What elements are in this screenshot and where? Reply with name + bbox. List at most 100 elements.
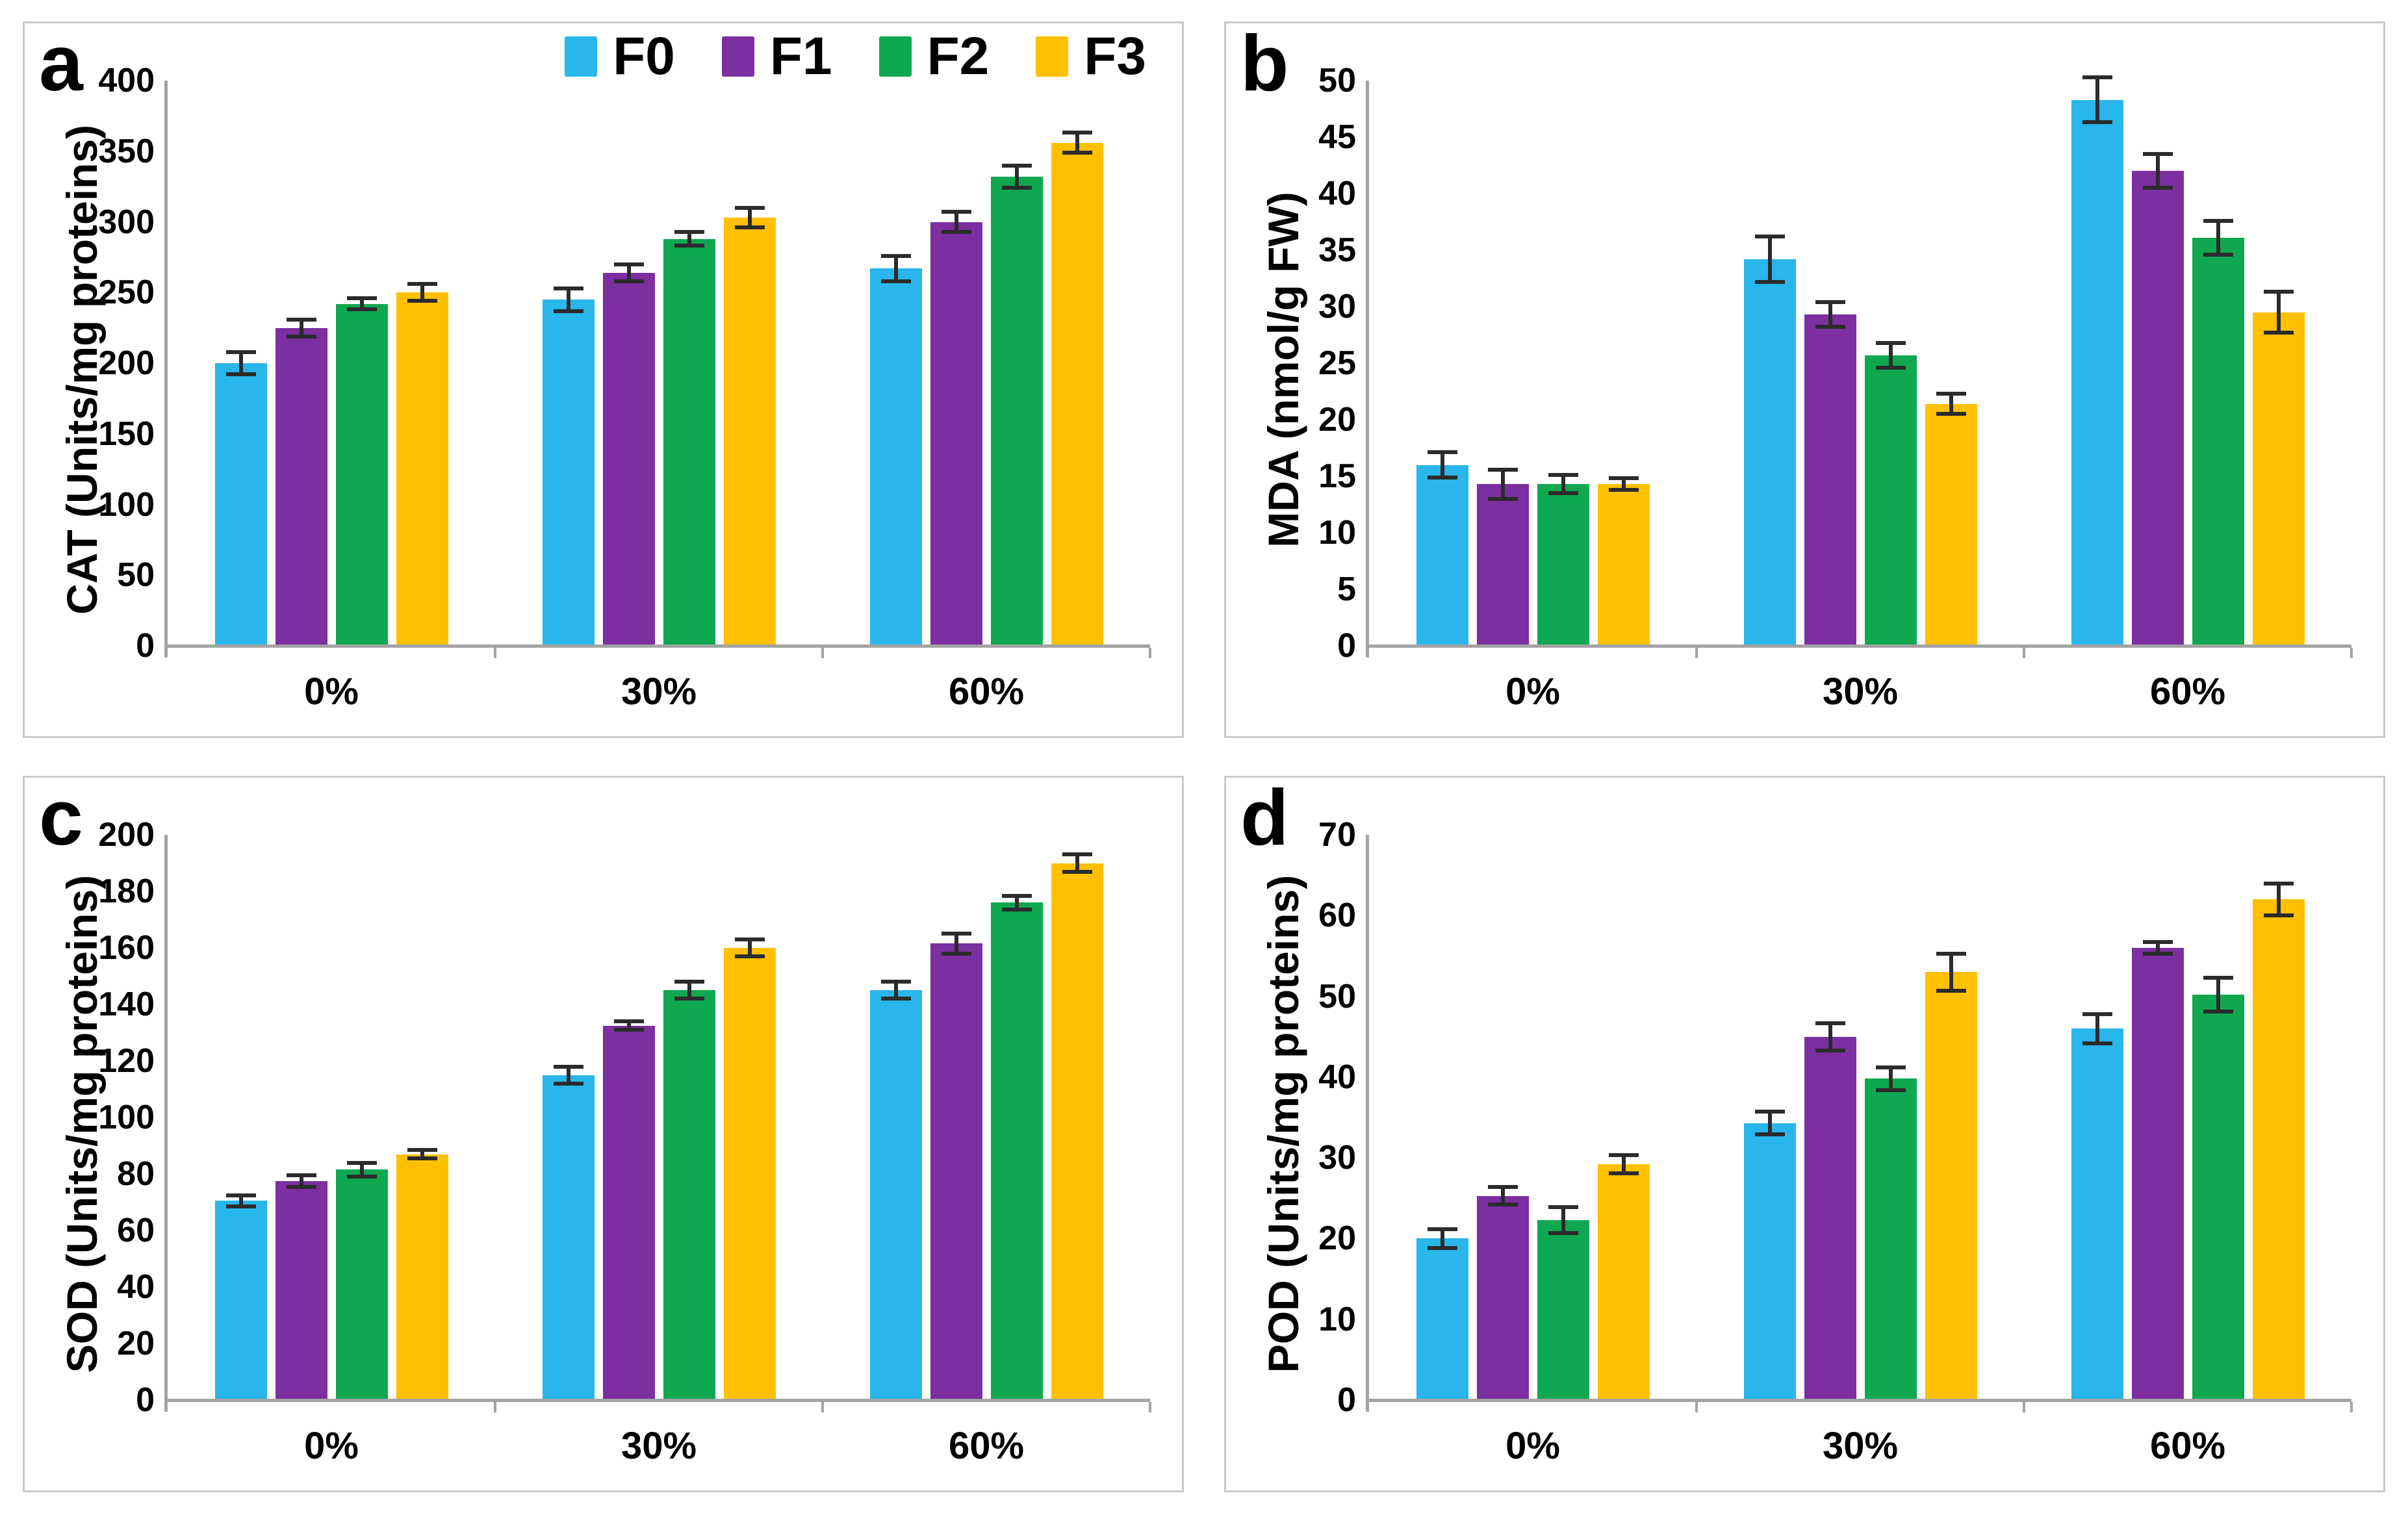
- error-bar-cap-top: [941, 210, 971, 214]
- error-bar: [747, 939, 752, 957]
- y-tick-label: 25: [1318, 344, 1356, 382]
- x-axis-tickmark: [1149, 648, 1151, 658]
- error-bar-cap-top: [1001, 893, 1032, 898]
- error-bar-cap-bottom: [1754, 279, 1785, 284]
- error-bar: [2276, 292, 2281, 333]
- x-axis-tickmark: [2023, 1402, 2025, 1412]
- bar-c-60%-F0: [869, 990, 922, 1400]
- error-bar-cap-bottom: [2263, 913, 2294, 918]
- error-bar-cap-bottom: [225, 372, 256, 377]
- bar-d-0%-F0: [1416, 1238, 1468, 1400]
- x-tick-label: 0%: [304, 1425, 359, 1467]
- bar-d-0%-F1: [1476, 1195, 1529, 1400]
- bar-d-30%-F1: [1804, 1036, 1856, 1400]
- error-bar-cap-bottom: [941, 951, 971, 956]
- x-tick-label: 0%: [304, 670, 359, 713]
- error-bar-cap-top: [2203, 975, 2233, 980]
- error-bar-cap-top: [613, 1019, 644, 1024]
- bar-a-0%-F1: [275, 327, 327, 646]
- error-bar: [1561, 1206, 1565, 1233]
- bar-a-30%-F2: [663, 238, 715, 646]
- error-bar: [1014, 895, 1019, 910]
- y-tick-label: 200: [98, 344, 155, 382]
- bar-c-30%-F0: [542, 1075, 595, 1400]
- legend-item-F1: F1: [721, 27, 832, 86]
- y-tick-label: 20: [1318, 1219, 1356, 1258]
- error-bar-cap-top: [1608, 1153, 1639, 1158]
- bar-c-0%-F3: [396, 1154, 448, 1400]
- legend-swatch-F0: [565, 36, 598, 77]
- y-tick-label: 30: [1318, 1139, 1356, 1177]
- x-tick-label: 60%: [2149, 670, 2226, 713]
- error-bar: [954, 212, 958, 232]
- y-tick-label: 40: [1318, 175, 1356, 212]
- error-bar: [1828, 302, 1832, 327]
- y-tick-label: 10: [1318, 1300, 1356, 1338]
- panel-b: b MDA (nmol/g FW) 0 5 10 15 20 25 30 35 40 45 50 0% 30…: [1224, 19, 2385, 738]
- panel-label: c: [39, 773, 83, 861]
- x-axis-tickmark: [2350, 648, 2353, 658]
- error-bar: [238, 351, 243, 375]
- error-bar: [1500, 469, 1505, 499]
- error-bar-cap-bottom: [286, 1184, 316, 1189]
- bar-b-30%-F1: [1804, 314, 1856, 646]
- error-bar-cap-bottom: [613, 1028, 644, 1032]
- x-tick-label: 0%: [1505, 670, 1560, 713]
- error-bar-cap-bottom: [613, 279, 644, 283]
- y-tick-label: 50: [1318, 977, 1356, 1015]
- y-axis-line: [164, 81, 168, 657]
- error-bar-cap-top: [2263, 290, 2294, 294]
- error-bar-cap-top: [1548, 473, 1578, 478]
- bar-a-0%-F3: [396, 292, 448, 646]
- error-bar-cap-bottom: [1427, 1246, 1457, 1251]
- error-bar-cap-top: [286, 1173, 316, 1178]
- error-bar: [1767, 236, 1772, 282]
- y-tick-label: 160: [98, 929, 155, 967]
- error-bar: [1561, 475, 1565, 494]
- error-bar-cap-top: [1001, 163, 1032, 168]
- bar-d-0%-F3: [1597, 1164, 1650, 1400]
- panel-label: b: [1240, 19, 1289, 107]
- error-bar-cap-bottom: [1062, 869, 1092, 874]
- y-tick-label: 60: [1318, 897, 1356, 935]
- error-bar: [1949, 393, 1953, 414]
- error-bar-cap-top: [1487, 1184, 1518, 1189]
- error-bar-cap-top: [2082, 1012, 2112, 1016]
- error-bar-cap-top: [1487, 467, 1518, 472]
- y-axis-line: [1366, 81, 1369, 657]
- panel-d: d POD (Units/mg proteins) 0 10 20 30 40 50 60 70 0…: [1224, 773, 2385, 1492]
- error-bar: [893, 255, 898, 281]
- y-tick-label: 5: [1337, 570, 1356, 608]
- bar-b-0%-F2: [1537, 484, 1589, 646]
- error-bar-cap-bottom: [1936, 988, 1966, 993]
- panel-a: a CAT (Units/mg proteins) 0 50 100 150 200 250 3…: [23, 19, 1184, 738]
- bar-b-30%-F3: [1925, 403, 1977, 646]
- error-bar: [1767, 1112, 1772, 1135]
- legend-label-F3: F3: [1084, 27, 1146, 86]
- error-bar-cap-bottom: [1936, 412, 1966, 416]
- error-bar: [359, 298, 364, 310]
- x-axis-tickmark: [494, 648, 496, 658]
- error-bar-cap-bottom: [225, 1205, 256, 1209]
- error-bar-cap-top: [225, 1193, 256, 1197]
- y-tick-label: 200: [98, 816, 155, 854]
- legend-label-F1: F1: [769, 27, 832, 86]
- x-tick-label: 30%: [1822, 670, 1899, 713]
- bar-d-30%-F3: [1925, 972, 1977, 1400]
- legend-swatch-F3: [1036, 36, 1069, 77]
- error-bar-cap-top: [1815, 300, 1845, 305]
- error-bar: [1949, 953, 1953, 991]
- error-bar-cap-bottom: [1487, 496, 1518, 501]
- y-tick-label: 20: [1318, 401, 1356, 439]
- error-bar: [1075, 133, 1079, 153]
- y-tick-label: 100: [98, 485, 155, 524]
- error-bar-cap-top: [1815, 1021, 1845, 1025]
- error-bar: [2276, 883, 2281, 916]
- error-bar-cap-top: [734, 937, 765, 941]
- error-bar: [954, 934, 958, 954]
- error-bar-cap-bottom: [553, 309, 583, 313]
- error-bar: [1828, 1023, 1832, 1051]
- y-tick-label: 400: [98, 62, 155, 99]
- error-bar: [1621, 1155, 1626, 1173]
